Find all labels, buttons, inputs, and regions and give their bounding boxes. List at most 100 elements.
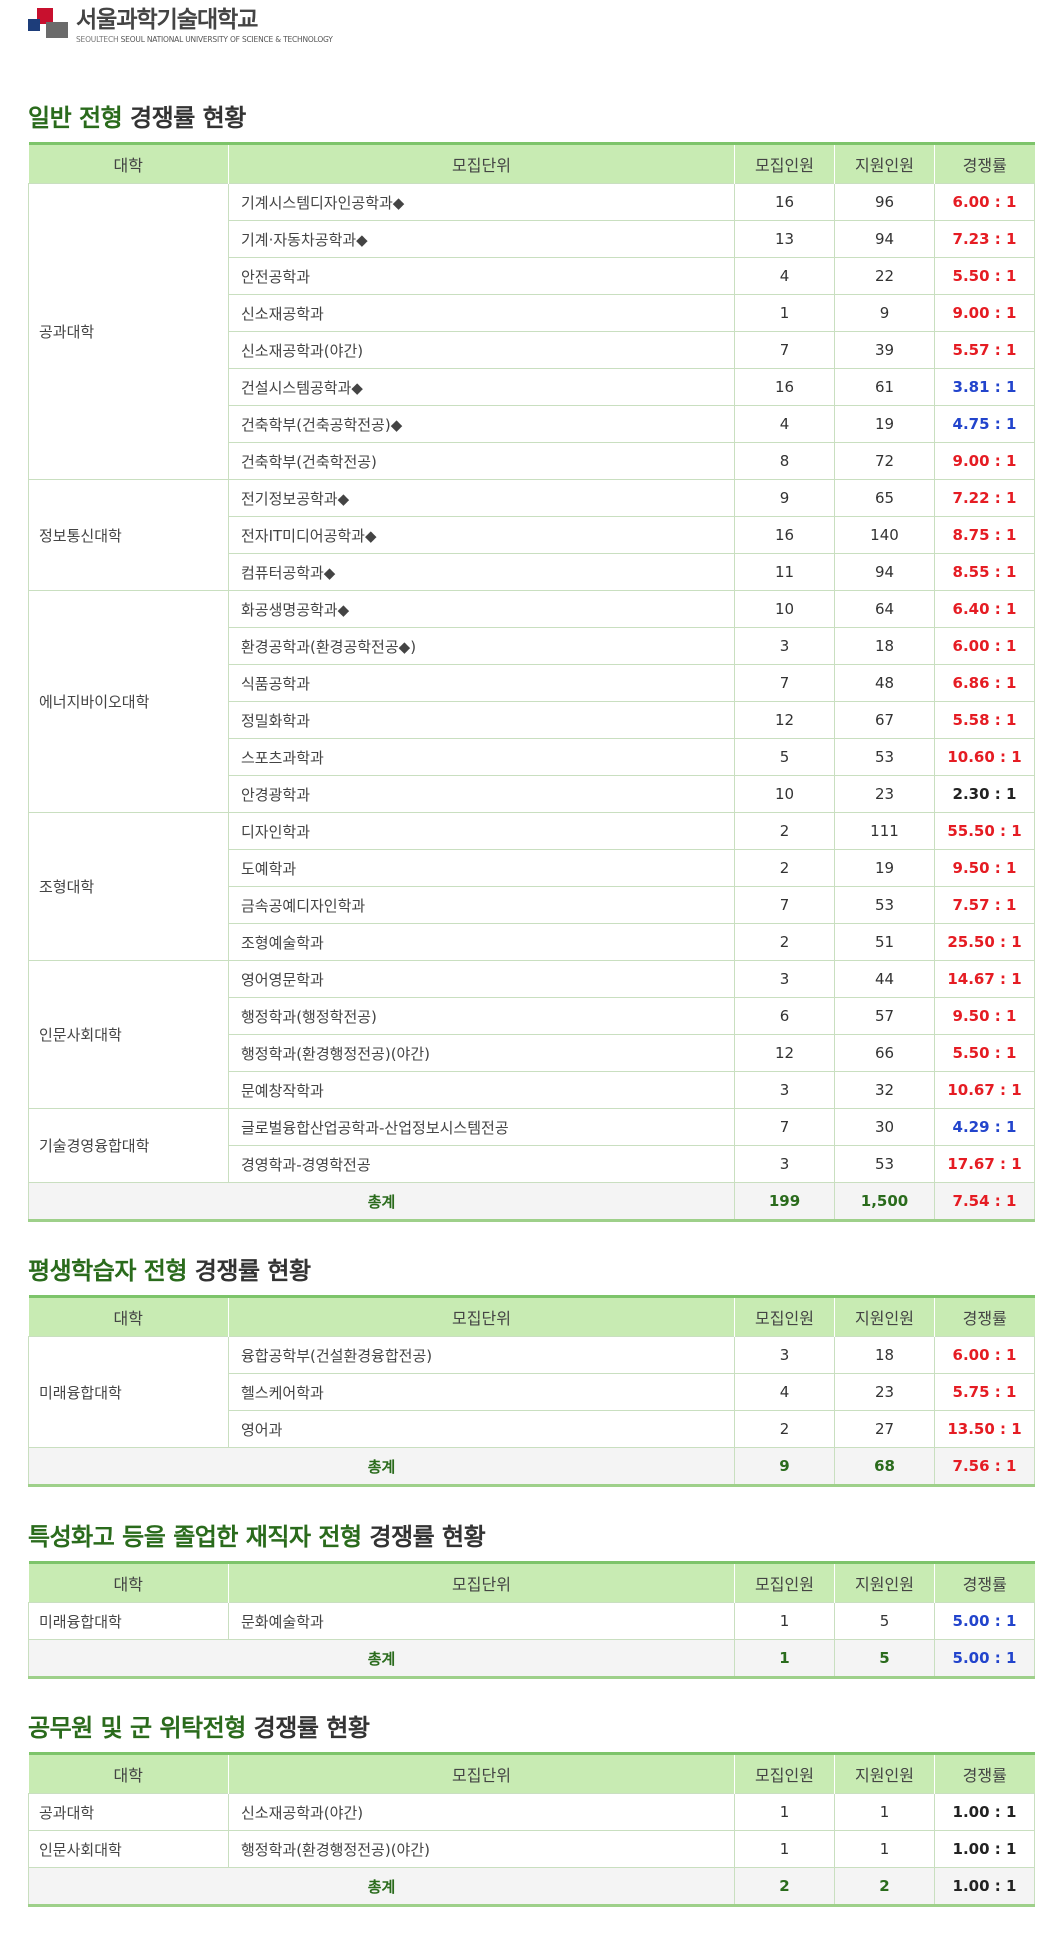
table-row: 컴퓨터공학과◆ 11 94 8.55 : 1: [29, 553, 1035, 591]
college-cell: 인문사회대학: [28, 1830, 229, 1868]
college-cell: 공과대학: [28, 1793, 229, 1831]
table-row: 건축학부(건축공학전공)◆ 4 19 4.75 : 1: [29, 405, 1035, 443]
total-label: 총계: [28, 1182, 735, 1222]
competition-table: 대학 모집단위 모집인원 지원인원 경쟁률 미래융합대학 융합공학부(건설환경융합전공) 3 1…: [28, 1295, 1035, 1487]
total-quota: 9: [734, 1447, 835, 1487]
total-label: 총계: [28, 1447, 735, 1487]
applicants-cell: 44: [834, 960, 935, 998]
header-ratio: 경쟁률: [934, 142, 1035, 184]
unit-cell: 건설시스템공학과◆: [228, 368, 735, 406]
header-quota: 모집인원: [734, 1295, 835, 1337]
ratio-cell: 9.50 : 1: [934, 849, 1035, 887]
applicants-cell: 27: [834, 1410, 935, 1448]
college-cell: 정보통신대학: [28, 479, 229, 591]
ratio-cell: 5.75 : 1: [934, 1373, 1035, 1411]
university-logo[interactable]: 서울과학기술대학교 SEOULTECH SEOUL NATIONAL UNIVE…: [28, 6, 333, 56]
total-label: 총계: [28, 1639, 735, 1679]
applicants-cell: 51: [834, 923, 935, 961]
table-row: 안전공학과 4 22 5.50 : 1: [29, 257, 1035, 295]
unit-cell: 행정학과(행정학전공): [228, 997, 735, 1035]
table-row: 금속공예디자인학과 7 53 7.57 : 1: [29, 886, 1035, 924]
applicants-cell: 1: [834, 1793, 935, 1831]
section-title-main: 일반 전형: [28, 104, 123, 132]
applicants-cell: 94: [834, 553, 935, 591]
table-row: 기계·자동차공학과◆ 13 94 7.23 : 1: [29, 220, 1035, 258]
applicants-cell: 18: [834, 627, 935, 665]
quota-cell: 16: [734, 516, 835, 554]
total-quota: 199: [734, 1182, 835, 1222]
header-applicants: 지원인원: [834, 1752, 935, 1794]
table-row: 전자IT미디어공학과◆ 16 140 8.75 : 1: [29, 516, 1035, 554]
unit-cell: 신소재공학과: [228, 294, 735, 332]
college-cell: 공과대학: [28, 183, 229, 480]
unit-cell: 전기정보공학과◆: [228, 479, 735, 517]
table-row: 인문사회대학 영어영문학과 3 44 14.67 : 1: [28, 960, 1035, 1109]
ratio-cell: 7.57 : 1: [934, 886, 1035, 924]
applicants-cell: 64: [834, 590, 935, 628]
quota-cell: 1: [734, 1793, 835, 1831]
ratio-cell: 25.50 : 1: [934, 923, 1035, 961]
header-applicants: 지원인원: [834, 142, 935, 184]
ratio-cell: 5.00 : 1: [934, 1602, 1035, 1640]
unit-cell: 건축학부(건축학전공): [228, 442, 735, 480]
header-quota: 모집인원: [734, 142, 835, 184]
table-row: 스포츠과학과 5 53 10.60 : 1: [29, 738, 1035, 776]
total-row: 총계 199 1,500 7.54 : 1: [28, 1182, 1035, 1222]
table-row: 경영학과-경영학전공 3 53 17.67 : 1: [29, 1145, 1035, 1183]
ratio-cell: 5.50 : 1: [934, 1034, 1035, 1072]
total-quota: 2: [734, 1867, 835, 1907]
unit-cell: 화공생명공학과◆: [228, 590, 735, 628]
competition-section: 일반 전형 경쟁률 현황 대학 모집단위 모집인원 지원인원 경쟁률 공과대학 기계시스템디자…: [28, 100, 1035, 1222]
section-title: 일반 전형 경쟁률 현황: [28, 100, 1034, 136]
unit-cell: 컴퓨터공학과◆: [228, 553, 735, 591]
unit-cell: 안경광학과: [228, 775, 735, 813]
ratio-cell: 8.75 : 1: [934, 516, 1035, 554]
college-cell: 미래융합대학: [28, 1602, 229, 1640]
quota-cell: 3: [734, 1071, 835, 1109]
ratio-cell: 10.60 : 1: [934, 738, 1035, 776]
applicants-cell: 18: [834, 1336, 935, 1374]
quota-cell: 4: [734, 1373, 835, 1411]
section-title-rest: 경쟁률 현황: [130, 104, 246, 132]
applicants-cell: 111: [834, 812, 935, 850]
table-row: 정밀화학과 12 67 5.58 : 1: [29, 701, 1035, 739]
unit-cell: 식품공학과: [228, 664, 735, 702]
unit-cell: 영어영문학과: [228, 960, 735, 998]
total-row: 총계 1 5 5.00 : 1: [28, 1639, 1035, 1679]
college-cell: 조형대학: [28, 812, 229, 961]
applicants-cell: 94: [834, 220, 935, 258]
ratio-cell: 13.50 : 1: [934, 1410, 1035, 1448]
ratio-cell: 6.00 : 1: [934, 1336, 1035, 1374]
header-unit: 모집단위: [228, 1561, 735, 1603]
ratio-cell: 17.67 : 1: [934, 1145, 1035, 1183]
ratio-cell: 5.50 : 1: [934, 257, 1035, 295]
table-row: 행정학과(환경행정전공)(야간) 12 66 5.50 : 1: [29, 1034, 1035, 1072]
ratio-cell: 6.00 : 1: [934, 183, 1035, 221]
ratio-cell: 6.00 : 1: [934, 627, 1035, 665]
section-title-rest: 경쟁률 현황: [194, 1257, 311, 1285]
applicants-cell: 48: [834, 664, 935, 702]
unit-cell: 금속공예디자인학과: [228, 886, 735, 924]
ratio-cell: 6.86 : 1: [934, 664, 1035, 702]
ratio-cell: 6.40 : 1: [934, 590, 1035, 628]
total-row: 총계 2 2 1.00 : 1: [28, 1867, 1035, 1907]
header-ratio: 경쟁률: [934, 1295, 1035, 1337]
total-applicants: 5: [834, 1639, 935, 1679]
ratio-cell: 1.00 : 1: [934, 1793, 1035, 1831]
table-row: 미래융합대학 융합공학부(건설환경융합전공) 3 18 6.00 : 1: [28, 1336, 1035, 1448]
table-row: 건설시스템공학과◆ 16 61 3.81 : 1: [29, 368, 1035, 406]
unit-cell: 행정학과(환경행정전공)(야간): [228, 1034, 735, 1072]
applicants-cell: 65: [834, 479, 935, 517]
table-row: 공과대학 기계시스템디자인공학과◆ 16 96 6.00 : 1: [28, 183, 1035, 480]
applicants-cell: 53: [834, 1145, 935, 1183]
applicants-cell: 53: [834, 886, 935, 924]
quota-cell: 11: [734, 553, 835, 591]
table-row: 에너지바이오대학 화공생명공학과◆ 10 64 6.40 : 1: [28, 590, 1035, 813]
ratio-cell: 2.30 : 1: [934, 775, 1035, 813]
total-label: 총계: [28, 1867, 735, 1907]
unit-cell: 정밀화학과: [228, 701, 735, 739]
table-row: 문예창작학과 3 32 10.67 : 1: [29, 1071, 1035, 1109]
quota-cell: 7: [734, 664, 835, 702]
logo-name: 서울과학기술대학교: [76, 7, 258, 33]
ratio-cell: 9.00 : 1: [934, 294, 1035, 332]
